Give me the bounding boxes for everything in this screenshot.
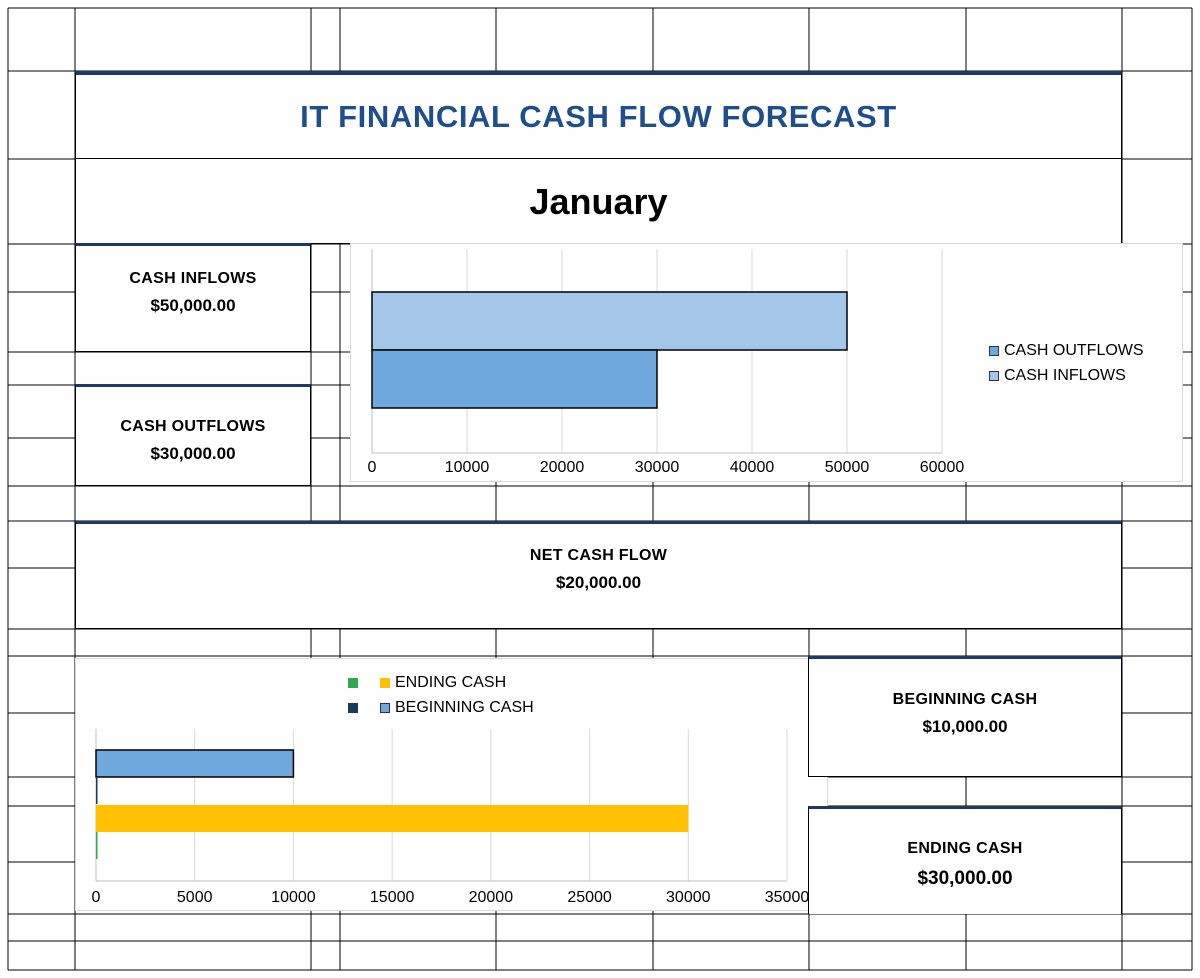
beginning-cash-card: BEGINNING CASH $10,000.00 [808, 656, 1122, 777]
legend-swatch-beginning-cash [380, 702, 390, 713]
bar-cash-outflows [371, 349, 658, 409]
month-title: January [529, 181, 668, 222]
legend-label-outflows: CASH OUTFLOWS [1004, 341, 1144, 359]
x-tick-label: 0 [92, 889, 101, 906]
x-tick-label: 0 [368, 459, 377, 476]
legend-label-ending-cash: ENDING CASH [395, 673, 507, 691]
beginning-cash-value: $10,000.00 [922, 717, 1008, 736]
net-cash-flow-value: $20,000.00 [555, 573, 642, 592]
cash-outflows-card: CASH OUTFLOWS $30,000.00 [75, 384, 311, 486]
bar-ending-cash-marker [96, 832, 98, 859]
x-tick-label: 30000 [635, 459, 680, 476]
legend-marker-beginning-cash [348, 702, 358, 713]
legend-marker-ending-cash [348, 677, 358, 688]
cash-inflows-card: CASH INFLOWS $50,000.00 [75, 243, 311, 352]
legend-item-beginning-cash: BEGINNING CASH [348, 695, 534, 720]
x-tick-label: 40000 [730, 459, 775, 476]
net-cash-flow-label: NET CASH FLOW [529, 547, 668, 564]
chart1-legend: CASH OUTFLOWS CASH INFLOWS [989, 338, 1144, 388]
bar-beginning-cash-marker [96, 777, 98, 804]
bar-ending-cash [96, 805, 689, 832]
title-banner: IT FINANCIAL CASH FLOW FORECAST [75, 71, 1122, 159]
ending-cash-card: ENDING CASH $30,000.00 [808, 806, 1122, 914]
legend-label-inflows: CASH INFLOWS [1004, 366, 1126, 384]
x-tick-label: 5000 [177, 889, 213, 906]
x-tick-label: 60000 [920, 459, 965, 476]
net-cash-flow-card: NET CASH FLOW $20,000.00 [75, 521, 1122, 629]
cash-inflows-value: $50,000.00 [150, 296, 236, 315]
legend-item-cash-inflows: CASH INFLOWS [989, 363, 1144, 388]
x-tick-label: 10000 [271, 889, 316, 906]
ending-cash-label: ENDING CASH [907, 840, 1023, 857]
legend-swatch-inflows [989, 370, 999, 381]
legend-label-beginning-cash: BEGINNING CASH [395, 698, 534, 716]
legend-swatch-outflows [989, 345, 999, 356]
cash-inflows-label: CASH INFLOWS [129, 270, 257, 287]
chart2-legend: ENDING CASH BEGINNING CASH [348, 670, 534, 720]
cash-balance-chart: 0 5000 10000 15000 20000 25000 30000 35000 [92, 729, 810, 906]
x-tick-label: 25000 [567, 889, 612, 906]
bar-beginning-cash [95, 749, 295, 778]
x-tick-label: 50000 [825, 459, 870, 476]
legend-item-cash-outflows: CASH OUTFLOWS [989, 338, 1144, 363]
month-banner: January [75, 159, 1122, 244]
x-tick-label: 30000 [666, 889, 711, 906]
legend-item-ending-cash: ENDING CASH [348, 670, 534, 695]
inflows-outflows-chart: 0 10000 20000 30000 40000 50000 60000 [368, 249, 965, 476]
x-tick-label: 20000 [540, 459, 585, 476]
x-tick-label: 10000 [445, 459, 490, 476]
page-title: IT FINANCIAL CASH FLOW FORECAST [300, 99, 897, 134]
x-tick-label: 20000 [469, 889, 514, 906]
ending-cash-value: $30,000.00 [917, 868, 1013, 889]
cash-outflows-value: $30,000.00 [150, 444, 236, 463]
x-tick-label: 15000 [370, 889, 415, 906]
cash-outflows-label: CASH OUTFLOWS [120, 418, 266, 435]
cash-balance-chart-panel: 0 5000 10000 15000 20000 25000 30000 35000 ENDI… [75, 658, 828, 911]
bar-cash-inflows [371, 291, 848, 351]
inflows-outflows-chart-panel: 0 10000 20000 30000 40000 50000 60000 CASH OUT… [350, 243, 1183, 482]
legend-swatch-ending-cash [380, 677, 390, 688]
beginning-cash-label: BEGINNING CASH [892, 691, 1038, 708]
x-tick-label: 35000 [765, 889, 810, 906]
